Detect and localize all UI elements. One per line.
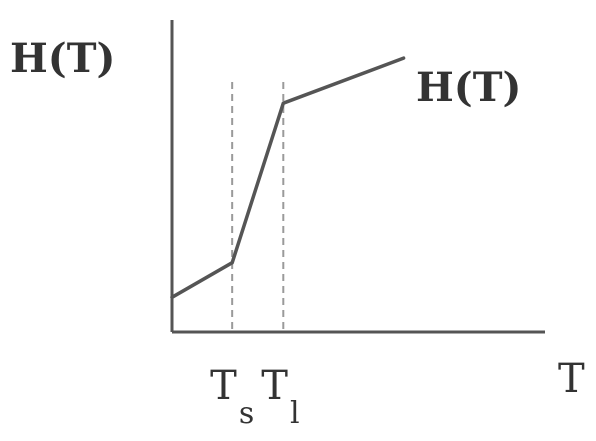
tick-label-Ts: Ts bbox=[210, 363, 254, 431]
axes bbox=[170, 20, 545, 334]
series-label: H(T) bbox=[416, 64, 521, 111]
tick-label-Tl: Tl bbox=[261, 363, 299, 431]
reference-lines bbox=[231, 82, 285, 332]
series-layer bbox=[170, 56, 406, 300]
x-axis-label: T bbox=[558, 356, 585, 402]
series-line-0 bbox=[170, 56, 406, 300]
y-axis-label: H(T) bbox=[10, 35, 115, 82]
